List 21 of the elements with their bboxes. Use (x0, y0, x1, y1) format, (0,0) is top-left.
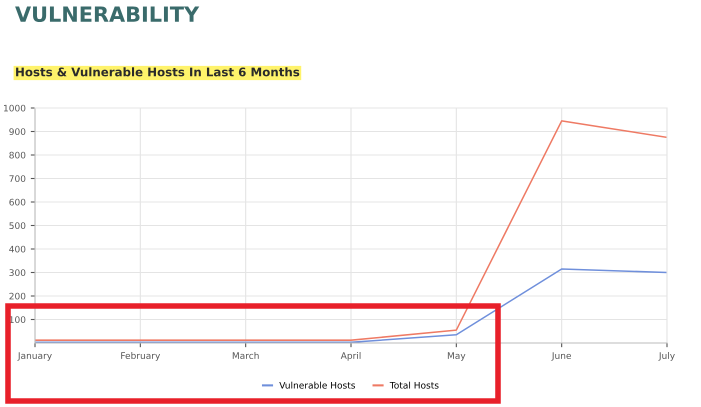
chart-subtitle: Hosts & Vulnerable Hosts In Last 6 Months (16, 67, 300, 76)
y-tick-label: 500 (9, 222, 26, 230)
y-tick-label: 200 (9, 292, 26, 300)
x-tick-label: June (551, 352, 572, 361)
x-tick-label: February (121, 352, 160, 361)
legend-label: Vulnerable Hosts (279, 382, 356, 389)
y-tick-label: 700 (9, 175, 26, 182)
y-tick-label: 800 (9, 152, 26, 159)
y-tick-label: 900 (9, 128, 26, 136)
line-series (35, 120, 667, 341)
y-tick-label: 1000 (4, 104, 26, 112)
x-tick-label: April (340, 352, 360, 361)
legend-label: Total Hosts (390, 382, 439, 389)
y-tick-label: 300 (9, 269, 26, 276)
x-tick-label: January (17, 352, 52, 361)
x-tick-label: March (232, 352, 259, 360)
chart-title: VULNERABILITY (15, 6, 200, 22)
y-tick-label: 600 (9, 198, 26, 206)
y-tick-label: 400 (9, 246, 26, 253)
x-tick-label: July (658, 352, 675, 361)
x-tick-label: May (448, 352, 466, 361)
